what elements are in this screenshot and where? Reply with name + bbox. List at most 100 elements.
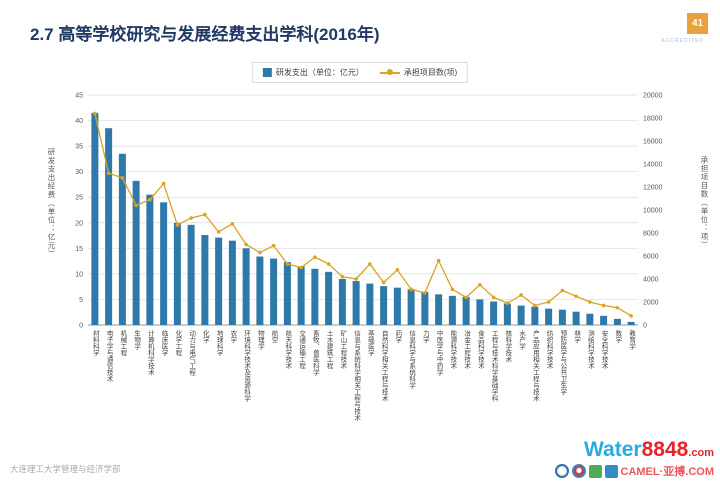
watermark: Water8848.com CAMEL·亚搏.COM bbox=[554, 438, 715, 479]
bar bbox=[215, 237, 223, 325]
bar bbox=[490, 301, 498, 325]
right-axis-tick-label: 18000 bbox=[643, 116, 663, 123]
line-marker bbox=[340, 274, 345, 279]
bar bbox=[435, 294, 443, 325]
line-marker bbox=[615, 305, 620, 310]
projects-line bbox=[94, 113, 632, 317]
bar bbox=[600, 315, 608, 325]
accreditation-watermark: ACCREDITED bbox=[661, 38, 704, 44]
line-marker bbox=[120, 176, 125, 180]
line-marker bbox=[574, 294, 578, 299]
bar bbox=[160, 202, 168, 325]
bar bbox=[146, 194, 154, 325]
bar bbox=[187, 224, 195, 325]
bar bbox=[558, 309, 566, 325]
left-axis-tick-label: 10 bbox=[75, 271, 83, 278]
bar bbox=[380, 286, 388, 325]
right-axis-tick-label: 20000 bbox=[643, 93, 663, 100]
bar bbox=[228, 240, 236, 325]
bar bbox=[242, 248, 250, 325]
blue-badge-icon bbox=[604, 464, 618, 478]
line-marker bbox=[533, 303, 537, 308]
line-marker bbox=[409, 287, 413, 292]
legend-line-label: 承担项目数(项) bbox=[403, 68, 458, 77]
bar bbox=[91, 112, 99, 325]
bar bbox=[462, 296, 470, 325]
line-marker bbox=[161, 181, 166, 186]
line-marker bbox=[216, 230, 221, 234]
line-marker bbox=[285, 262, 290, 266]
line-marker bbox=[423, 291, 427, 295]
right-axis-tick-label: 16000 bbox=[643, 139, 663, 146]
line-marker bbox=[244, 242, 248, 247]
left-axis-tick-label: 5 bbox=[79, 297, 83, 304]
bar bbox=[132, 180, 140, 325]
left-axis-tick-label: 30 bbox=[75, 169, 83, 176]
line-marker bbox=[189, 216, 193, 220]
line-marker bbox=[436, 258, 441, 263]
line-marker bbox=[478, 282, 482, 287]
bar bbox=[393, 287, 401, 325]
chart-legend: 研发支出（单位：亿元） 承担项目数(项) bbox=[251, 62, 469, 83]
line-marker bbox=[519, 293, 523, 297]
right-axis-tick-label: 10000 bbox=[643, 208, 663, 215]
legend-bar-label: 研发支出（单位：亿元） bbox=[275, 68, 364, 77]
right-axis-tick-label: 0 bbox=[643, 323, 647, 330]
line-marker bbox=[354, 277, 358, 281]
watermark-brand: Water8848.com bbox=[555, 438, 714, 461]
line-marker bbox=[93, 111, 97, 116]
line-marker bbox=[258, 250, 262, 255]
bar bbox=[297, 266, 305, 325]
watermark-brand-red: 8848 bbox=[641, 438, 689, 461]
right-axis-tick-label: 12000 bbox=[643, 185, 663, 192]
bar bbox=[311, 268, 319, 325]
bar bbox=[270, 258, 278, 325]
left-axis-tick-label: 0 bbox=[79, 323, 83, 330]
bar bbox=[105, 128, 113, 325]
bar bbox=[325, 271, 333, 325]
line-marker bbox=[601, 303, 606, 308]
line-marker bbox=[629, 314, 633, 318]
page-title: 2.7 高等学校研究与发展经费支出学科(2016年) bbox=[30, 25, 380, 44]
line-marker bbox=[326, 262, 331, 266]
right-axis-tick-label: 14000 bbox=[643, 162, 663, 169]
legend-item-bar: 研发支出（单位：亿元） bbox=[262, 67, 364, 78]
bar bbox=[421, 291, 429, 325]
line-marker bbox=[464, 295, 468, 300]
right-axis-tick-label: 2000 bbox=[643, 300, 659, 307]
line-marker bbox=[203, 212, 207, 217]
bar bbox=[173, 222, 181, 325]
bar bbox=[201, 235, 209, 325]
line-marker bbox=[271, 243, 276, 248]
right-axis-tick-label: 6000 bbox=[643, 254, 659, 261]
bar bbox=[338, 279, 346, 325]
left-axis-tick-label: 25 bbox=[75, 195, 83, 202]
line-marker bbox=[230, 222, 235, 226]
left-axis-title: 研发支出经费（单位：亿元） bbox=[47, 148, 56, 259]
watermark-brand-blue: Water bbox=[584, 438, 642, 461]
bar bbox=[366, 283, 374, 325]
left-axis-tick-label: 40 bbox=[75, 118, 83, 125]
line-marker bbox=[450, 287, 455, 292]
bar bbox=[283, 262, 291, 325]
page-number-badge: 41 bbox=[687, 13, 708, 34]
line-marker bbox=[381, 280, 386, 285]
green-badge-icon bbox=[588, 464, 602, 478]
line-marker bbox=[546, 300, 551, 304]
line-marker bbox=[505, 301, 510, 305]
bar bbox=[476, 299, 484, 325]
line-marker bbox=[491, 295, 496, 300]
left-axis-tick-label: 20 bbox=[75, 220, 83, 227]
watermark-subtext: CAMEL·亚搏.COM bbox=[620, 466, 715, 478]
line-marker bbox=[588, 300, 592, 304]
bar bbox=[503, 303, 511, 325]
bar bbox=[118, 153, 126, 325]
bar bbox=[352, 281, 360, 325]
watermark-brand-suffix: .com bbox=[688, 447, 714, 459]
left-axis-tick-label: 15 bbox=[75, 246, 83, 253]
left-axis-tick-label: 35 bbox=[75, 144, 83, 151]
bar-series-swatch-icon bbox=[262, 68, 272, 77]
right-axis-tick-label: 8000 bbox=[643, 231, 659, 238]
line-marker bbox=[395, 268, 400, 272]
